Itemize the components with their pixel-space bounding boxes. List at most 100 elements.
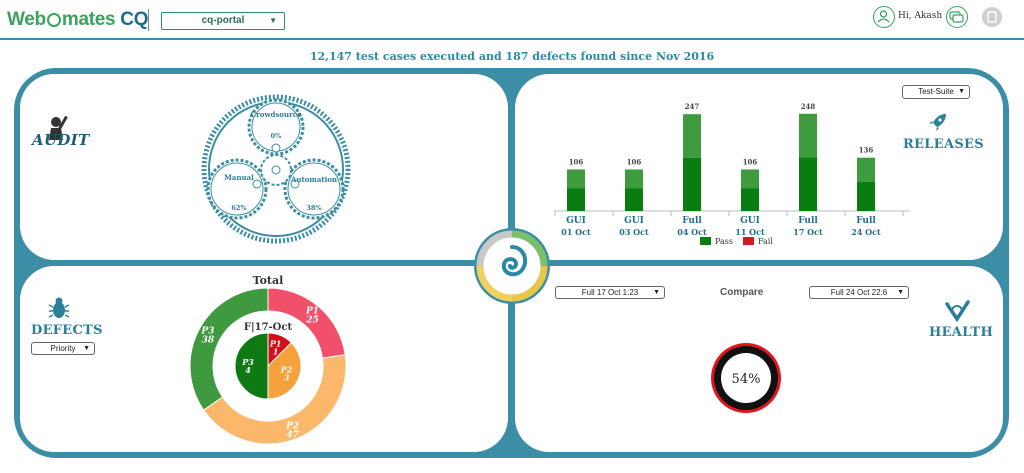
gear-manual-label: Manual (224, 173, 254, 182)
logo-text-tail: mates (61, 9, 116, 30)
inner-chart-title: F|17-Oct (244, 322, 293, 333)
release-bar-pass[interactable] (741, 188, 759, 211)
release-filter-value: Test-Suite (918, 87, 954, 96)
total-slice-label: P3 (200, 326, 214, 336)
user-greeting[interactable]: Hi, Akash (898, 11, 943, 21)
release-bar-pass[interactable] (567, 188, 585, 211)
inner-slice-value: 3 (284, 373, 290, 383)
project-select-value: cq-portal (201, 15, 245, 26)
release-bar-pass[interactable] (799, 157, 817, 211)
release-category-date: 03 Oct (619, 227, 649, 237)
top-bar: Web mates CQ cq-portal ▼ Hi, Akash (0, 0, 1024, 40)
gear-crowdsource-value: 0% (271, 132, 283, 140)
release-bar-pass[interactable] (683, 157, 701, 211)
audit-gears: Crowdsource 0% Manual 62% Automation 38% (201, 94, 351, 244)
user-icon[interactable] (873, 6, 895, 28)
audit-title: AUDIT (32, 131, 90, 149)
release-category-label: GUI (740, 216, 760, 226)
inner-slice-value: 4 (245, 365, 251, 375)
releases-panel (515, 74, 1003, 260)
gear-center (260, 154, 292, 186)
gear-crowdsource[interactable] (247, 98, 305, 156)
release-category-date: 04 Oct (677, 227, 707, 237)
legend-pass-swatch (700, 237, 711, 245)
logout-icon[interactable] (982, 7, 1002, 27)
project-select[interactable]: cq-portal ▼ (161, 12, 285, 30)
total-chart-title: Total (253, 274, 284, 287)
inner-slice-p2[interactable] (267, 341, 302, 400)
chevron-down-icon: ▼ (897, 289, 904, 296)
legend-fail-label: Fail (758, 237, 773, 246)
defects-title: DEFECTS (31, 323, 103, 338)
total-slice-value: 25 (305, 316, 319, 326)
gear-automation[interactable] (283, 158, 345, 220)
release-bar-pass[interactable] (857, 181, 875, 211)
health-left-select-value: Full 17 Oct 1:23 (581, 288, 639, 297)
release-category-date: 01 Oct (561, 227, 591, 237)
release-bar-upper[interactable] (741, 169, 759, 189)
chevron-down-icon: ▼ (83, 345, 90, 352)
gear-automation-value: 38% (306, 204, 322, 212)
health-right-select-value: Full 24 Oct 22:6 (830, 288, 888, 297)
release-bar-value: 136 (859, 146, 874, 155)
release-category-date: 24 Oct (851, 227, 881, 237)
gear-automation-label: Automation (290, 175, 337, 184)
release-bar-value: 106 (627, 157, 642, 166)
release-category-label: Full (682, 216, 702, 226)
health-right-select[interactable]: Full 24 Oct 22:6 ▼ (809, 286, 909, 299)
release-category-label: Full (856, 216, 876, 226)
logo-text: Web (7, 9, 46, 30)
total-slice-value: 47 (286, 430, 299, 440)
release-bar-value: 247 (685, 102, 700, 111)
release-bar-pass[interactable] (625, 188, 643, 211)
release-bar-upper[interactable] (857, 157, 875, 182)
health-score-value: 54% (732, 372, 761, 387)
gear-manual-value: 62% (231, 204, 247, 212)
release-bar-value: 248 (801, 102, 816, 111)
chevron-down-icon: ▼ (958, 88, 965, 95)
release-bar-upper[interactable] (799, 113, 817, 158)
total-slice-label: P1 (305, 307, 319, 317)
inner-slice-p3[interactable] (234, 332, 269, 400)
defects-filter-select[interactable]: Priority ▼ (31, 342, 95, 355)
summary-text: 12,147 test cases executed and 187 defec… (309, 50, 715, 63)
inner-slice-label: P2 (280, 365, 293, 375)
legend-pass-label: Pass (715, 237, 733, 246)
health-score-gauge: 54% (711, 343, 781, 413)
gear-manual[interactable] (206, 158, 268, 220)
rocket-icon (929, 114, 946, 131)
bug-icon (48, 297, 70, 318)
health-title: HEALTH (929, 325, 994, 340)
release-category-label: GUI (566, 216, 586, 226)
release-bar-upper[interactable] (625, 169, 643, 189)
health-left-select[interactable]: Full 17 Oct 1:23 ▼ (555, 286, 665, 299)
logo-cq: CQ (120, 9, 149, 30)
center-logo-icon (474, 228, 550, 304)
release-category-date: 11 Oct (735, 227, 765, 237)
logo-divider (148, 9, 149, 31)
gear-crowdsource-label: Crowdsource (251, 110, 302, 119)
total-slice-label: P2 (285, 421, 299, 431)
release-bar-upper[interactable] (567, 169, 585, 189)
inner-slice-label: P1 (269, 339, 282, 349)
defects-filter-value: Priority (50, 344, 76, 353)
release-bar-value: 106 (569, 157, 584, 166)
total-slice-p3[interactable] (189, 287, 269, 411)
app-logo[interactable]: Web mates CQ (7, 9, 149, 31)
logo-o-icon (46, 13, 61, 27)
inner-slice-value: 1 (273, 347, 279, 357)
total-slice-p2[interactable] (202, 354, 347, 444)
release-filter-select[interactable]: Test-Suite ▼ (902, 85, 970, 99)
release-bar-value: 106 (743, 157, 758, 166)
total-slice-value: 38 (202, 335, 215, 345)
release-category-date: 17 Oct (793, 227, 823, 237)
audit-icon (49, 115, 68, 140)
chevron-down-icon: ▼ (269, 16, 277, 25)
chat-icon[interactable] (946, 6, 968, 28)
inner-slice-label: P3 (241, 357, 254, 367)
chevron-down-icon: ▼ (653, 289, 660, 296)
release-bar-upper[interactable] (683, 114, 701, 158)
release-category-label: Full (798, 216, 818, 226)
